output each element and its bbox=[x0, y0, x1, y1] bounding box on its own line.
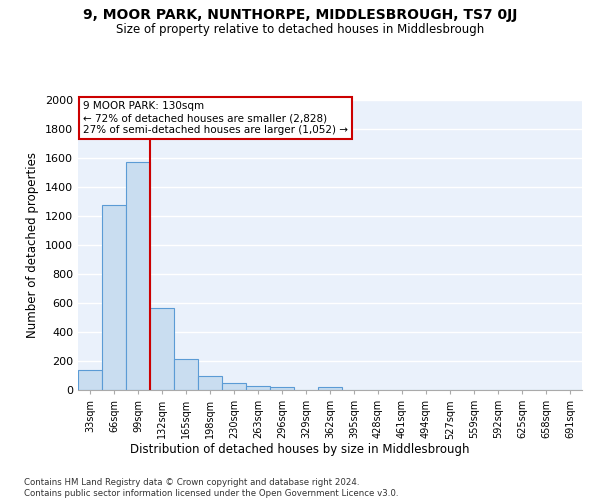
Text: 9 MOOR PARK: 130sqm
← 72% of detached houses are smaller (2,828)
27% of semi-det: 9 MOOR PARK: 130sqm ← 72% of detached ho… bbox=[83, 102, 348, 134]
Text: Contains HM Land Registry data © Crown copyright and database right 2024.
Contai: Contains HM Land Registry data © Crown c… bbox=[24, 478, 398, 498]
Bar bbox=[102, 205, 126, 390]
Bar bbox=[270, 387, 294, 390]
Bar bbox=[174, 359, 198, 390]
Bar bbox=[198, 376, 222, 390]
Bar bbox=[222, 383, 246, 390]
Bar bbox=[150, 308, 174, 390]
Text: Size of property relative to detached houses in Middlesbrough: Size of property relative to detached ho… bbox=[116, 22, 484, 36]
Text: Distribution of detached houses by size in Middlesbrough: Distribution of detached houses by size … bbox=[130, 442, 470, 456]
Bar bbox=[318, 387, 342, 390]
Text: 9, MOOR PARK, NUNTHORPE, MIDDLESBROUGH, TS7 0JJ: 9, MOOR PARK, NUNTHORPE, MIDDLESBROUGH, … bbox=[83, 8, 517, 22]
Bar bbox=[126, 162, 150, 390]
Y-axis label: Number of detached properties: Number of detached properties bbox=[26, 152, 40, 338]
Bar bbox=[246, 386, 270, 390]
Bar bbox=[78, 370, 102, 390]
